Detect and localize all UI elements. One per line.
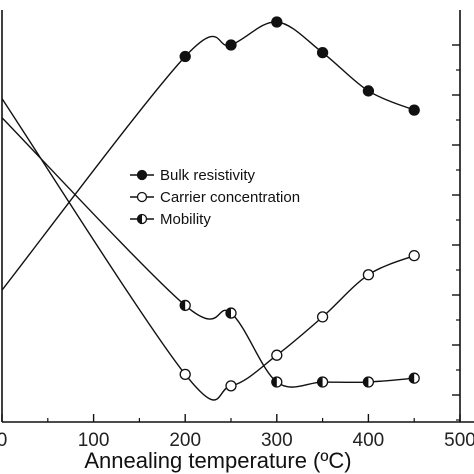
data-point (408, 249, 420, 262)
data-point (225, 380, 237, 392)
legend-label: Mobility (160, 211, 211, 228)
data-point (408, 104, 420, 116)
data-point (179, 299, 191, 312)
series-line-bulk-resistivity (1, 21, 415, 291)
series-bulk-resistivity (1, 16, 420, 291)
x-tick-label: 400 (353, 430, 385, 451)
series-mobility (1, 117, 420, 388)
x-tick-label: 0 (0, 430, 7, 451)
legend-item-carrier-concentration: Carrier concentration (130, 189, 300, 206)
series-layer (1, 16, 420, 401)
data-point (271, 16, 283, 28)
x-axis-title: Annealing temperature (ºC) (84, 448, 351, 473)
data-point (225, 307, 237, 319)
series-line-carrier-concentration (1, 98, 415, 401)
data-point (179, 50, 191, 63)
data-point (316, 46, 329, 59)
data-point (179, 368, 191, 381)
legend-label: Bulk resistivity (160, 167, 256, 184)
data-point (316, 376, 329, 388)
series-carrier-concentration (1, 98, 420, 401)
data-point (408, 372, 420, 384)
data-point (225, 39, 237, 51)
legend: Bulk resistivity Carrier concentration Mob… (130, 167, 300, 228)
data-point (362, 269, 375, 281)
legend-item-bulk-resistivity: Bulk resistivity (130, 167, 256, 184)
legend-item-mobility: Mobility (130, 211, 211, 228)
plot-axes: 0 100 200 300 400 500 (0, 10, 474, 451)
x-tick-label: 500 (444, 430, 474, 451)
data-point (271, 349, 283, 361)
x-tick-label: 300 (261, 430, 293, 451)
data-point (362, 85, 375, 97)
legend-marker (136, 191, 148, 203)
x-tick-label: 200 (169, 430, 201, 451)
data-point (362, 376, 375, 388)
data-point (316, 311, 329, 323)
x-tick-label: 100 (78, 430, 110, 451)
series-line-mobility (1, 117, 415, 388)
data-point (271, 376, 283, 388)
legend-marker (136, 213, 148, 225)
legend-marker (136, 169, 148, 181)
legend-label: Carrier concentration (160, 189, 300, 206)
